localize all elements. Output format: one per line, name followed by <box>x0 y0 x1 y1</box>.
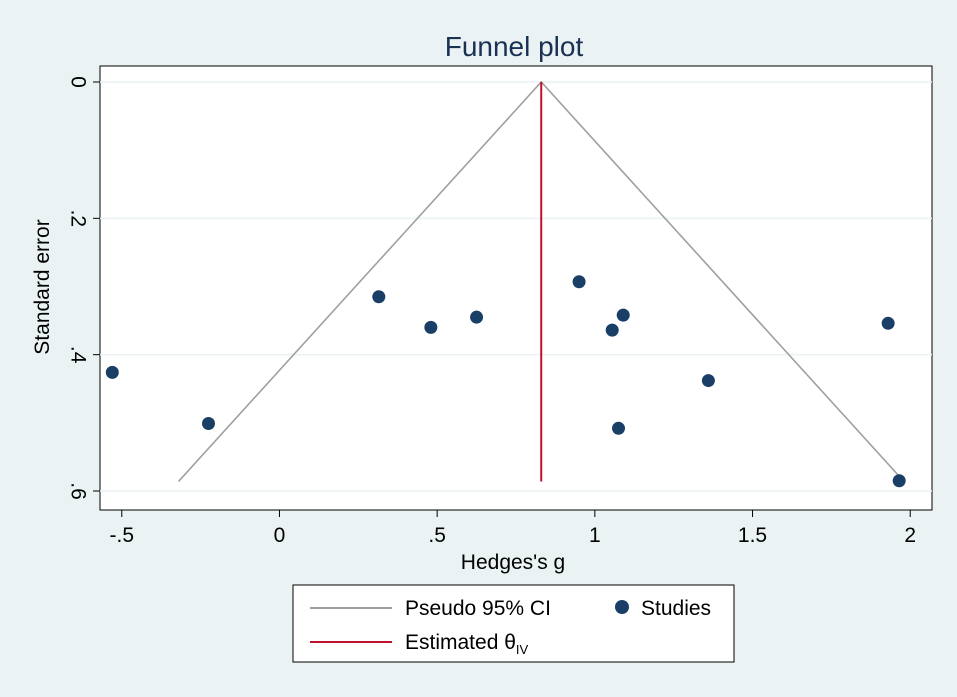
study-point <box>424 320 438 334</box>
gridlines <box>100 81 932 492</box>
y-tick-label: .2 <box>67 210 90 228</box>
study-point <box>470 310 484 324</box>
study-point <box>612 421 625 435</box>
x-axis-title: Hedges's g <box>461 551 565 574</box>
x-tick-label: 2 <box>904 524 916 547</box>
x-tick-label: 1.5 <box>738 524 767 547</box>
study-point <box>605 323 619 337</box>
y-axis-title: Standard error <box>31 219 54 354</box>
legend: Pseudo 95% CI Studies Estimated θIV <box>292 584 735 663</box>
study-point <box>572 275 586 289</box>
x-tick-label: 0 <box>274 524 286 547</box>
legend-ci-label: Pseudo 95% CI <box>405 597 551 620</box>
plot-area <box>99 65 933 511</box>
y-tick-label: .4 <box>67 346 90 364</box>
x-tick-label: -.5 <box>110 524 135 547</box>
legend-estimate-text: Estimated θ <box>405 631 516 654</box>
study-point <box>202 417 215 431</box>
study-points <box>105 275 906 488</box>
legend-box <box>292 584 735 663</box>
y-tick-label: 0 <box>67 76 90 88</box>
axes: 0 .2 .4 .6 -.5 0 .5 1 1.5 2 <box>67 76 917 547</box>
study-point <box>881 316 895 330</box>
legend-estimate-label: Estimated θIV <box>405 631 529 657</box>
study-point <box>616 308 630 322</box>
legend-studies-marker <box>615 600 629 614</box>
study-point <box>892 474 906 488</box>
y-tick-label: .6 <box>67 482 90 500</box>
legend-estimate-subscript: IV <box>516 642 529 657</box>
study-point <box>372 290 386 304</box>
study-point <box>105 365 119 379</box>
legend-studies-label: Studies <box>641 597 711 620</box>
study-point <box>701 374 715 388</box>
reference-lines <box>177 80 905 482</box>
x-tick-label: 1 <box>589 524 601 547</box>
chart-title: Funnel plot <box>445 31 584 62</box>
x-tick-label: .5 <box>428 524 446 547</box>
